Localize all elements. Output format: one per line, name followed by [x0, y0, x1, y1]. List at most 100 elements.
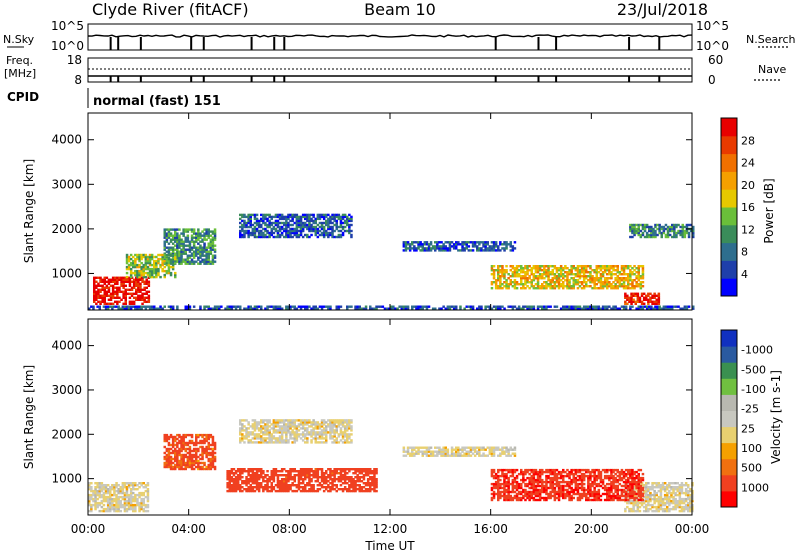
echo-cell: [570, 478, 573, 482]
echo-cell: [117, 484, 120, 487]
echo-cell: [417, 245, 420, 248]
echo-cell: [366, 470, 370, 473]
echo-cell: [268, 235, 271, 239]
echo-cell: [249, 307, 252, 310]
echo-cell: [682, 499, 686, 503]
echo-cell: [325, 488, 328, 491]
echo-cell: [599, 273, 603, 276]
echo-cell: [278, 213, 282, 217]
echo-cell: [511, 247, 515, 250]
echo-cell: [614, 279, 617, 282]
echo-cell: [515, 307, 519, 310]
echo-cell: [178, 467, 181, 471]
echo-cell: [132, 259, 135, 263]
echo-cell: [674, 488, 677, 491]
echo-cell: [509, 305, 512, 308]
echo-cell: [608, 486, 611, 490]
echo-cell: [630, 509, 633, 513]
noise-left-tick-bottom: 10^0: [51, 39, 84, 53]
echo-cell: [647, 507, 650, 511]
echo-cell: [260, 235, 263, 239]
echo-cell: [134, 257, 137, 261]
echo-cell: [322, 476, 326, 479]
echo-cell: [476, 247, 479, 250]
echo-cell: [354, 488, 357, 491]
echo-cell: [631, 281, 634, 284]
echo-cell: [687, 305, 691, 308]
echo-cell: [343, 474, 347, 477]
echo-cell: [578, 275, 582, 278]
echo-cell: [497, 474, 500, 478]
echo-cell: [132, 484, 135, 487]
echo-cell: [247, 217, 250, 221]
echo-cell: [316, 476, 320, 479]
echo-cell: [553, 494, 557, 498]
echo-cell: [488, 245, 492, 248]
echo-cell: [97, 292, 100, 295]
echo-cell: [423, 305, 427, 308]
echo-cell: [308, 472, 311, 475]
echo-cell: [174, 465, 177, 469]
echo-cell: [121, 495, 125, 499]
echo-cell: [257, 219, 261, 223]
echo-cell: [209, 242, 213, 245]
echo-cell: [366, 478, 370, 481]
echo-cell: [442, 249, 445, 252]
echo-cell: [553, 283, 557, 286]
echo-cell: [354, 476, 357, 479]
echo-cell: [109, 302, 113, 305]
echo-cell: [329, 219, 332, 223]
echo-cell: [557, 492, 561, 496]
echo-cell: [520, 281, 523, 284]
echo-cell: [534, 486, 538, 490]
echo-cell: [639, 492, 643, 496]
echo-cell: [570, 273, 573, 276]
echo-cell: [541, 277, 544, 280]
echo-cell: [536, 267, 540, 270]
echo-cell: [511, 468, 515, 472]
echo-cell: [325, 231, 328, 235]
echo-cell: [547, 267, 550, 270]
echo-cell: [301, 488, 305, 491]
echo-cell: [260, 307, 263, 310]
echo-cell: [429, 247, 433, 250]
echo-cell: [145, 280, 148, 283]
echo-cell: [301, 235, 305, 239]
echo-cell: [184, 240, 187, 243]
echo-cell: [620, 468, 624, 472]
echo-cell: [513, 275, 517, 278]
echo-cell: [283, 468, 286, 471]
echo-cell: [106, 484, 110, 487]
echo-cell: [503, 468, 506, 472]
echo-cell: [536, 307, 540, 310]
noise-sky-label: N.Sky: [3, 33, 35, 46]
echo-cell: [243, 488, 246, 491]
echo-cell: [490, 482, 494, 486]
echo-cell: [135, 292, 138, 295]
echo-cell: [610, 470, 613, 474]
echo-cell: [509, 494, 512, 498]
echo-cell: [568, 271, 571, 274]
echo-cell: [674, 503, 677, 507]
echo-cell: [551, 273, 554, 276]
echo-cell: [306, 213, 309, 217]
echo-cell: [236, 468, 240, 471]
echo-cell: [280, 484, 284, 487]
echo-cell: [599, 285, 603, 288]
echo-cell: [678, 495, 682, 499]
echo-cell: [572, 492, 575, 496]
echo-cell: [276, 486, 280, 489]
echo-cell: [128, 278, 132, 281]
echo-cell: [312, 472, 315, 475]
echo-cell: [329, 472, 332, 475]
echo-cell: [635, 231, 638, 235]
echo-cell: [201, 238, 204, 241]
echo-cell: [117, 491, 120, 495]
echo-cell: [637, 271, 640, 274]
echo-cell: [255, 219, 259, 223]
echo-cell: [513, 476, 517, 480]
echo-cell: [530, 480, 533, 484]
echo-cell: [572, 283, 575, 286]
echo-cell: [125, 261, 129, 265]
echo-cell: [272, 307, 276, 310]
